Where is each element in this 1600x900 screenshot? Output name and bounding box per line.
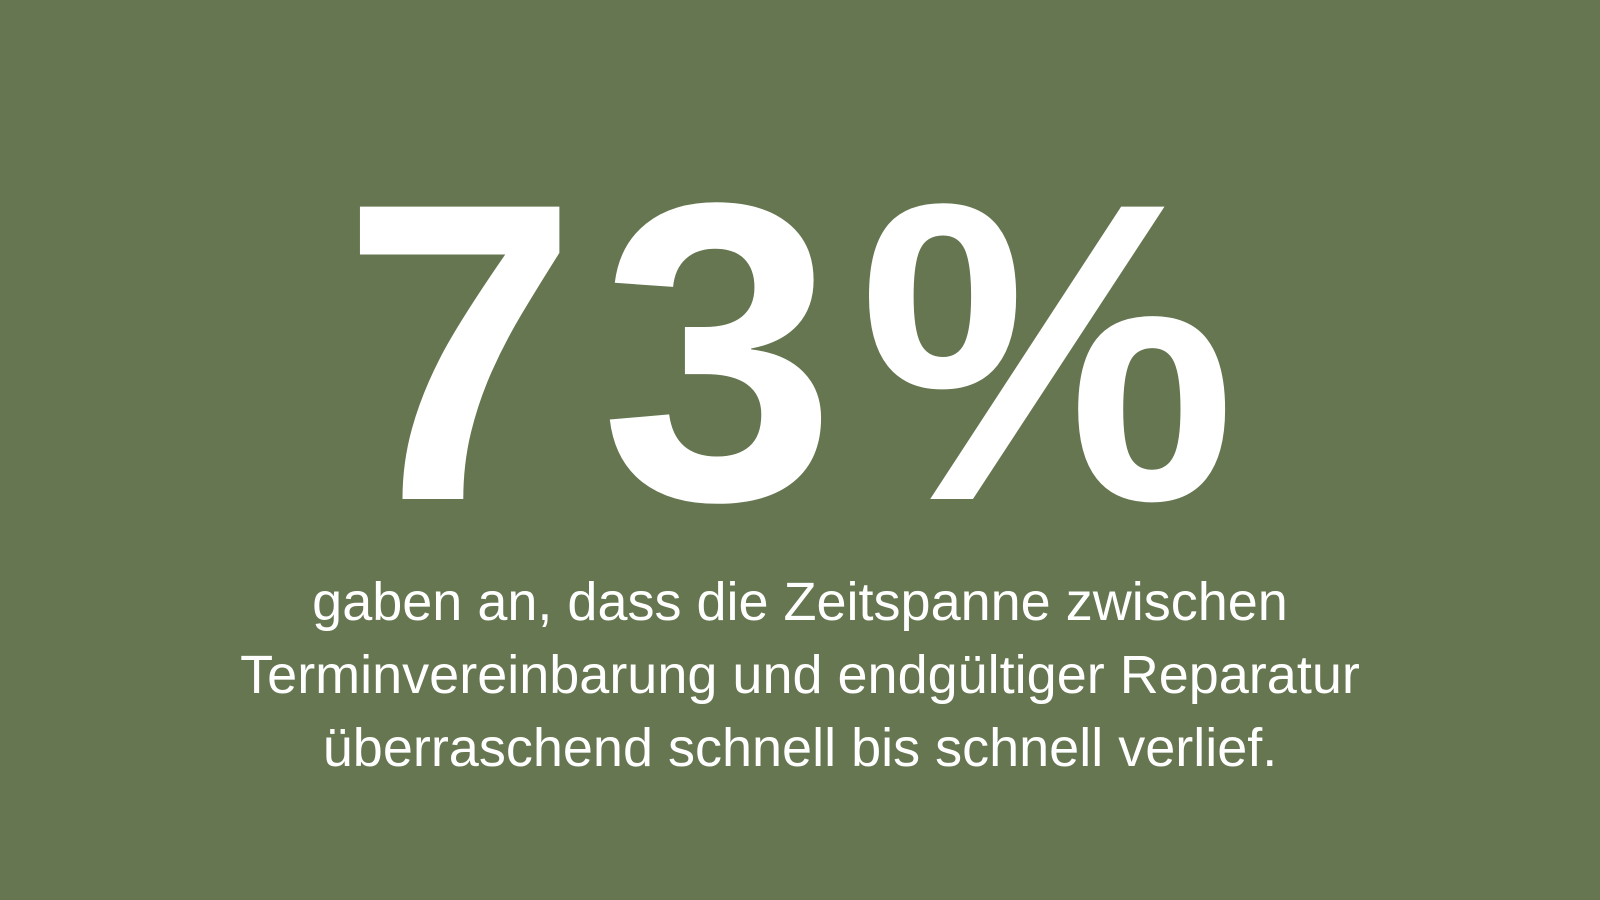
headline-percentage: 73% — [341, 115, 1259, 590]
caption-text: gaben an, dass die Zeitspanne zwischen T… — [100, 566, 1500, 785]
caption-line-2: Terminvereinbarung und endgültiger Repar… — [240, 645, 1360, 705]
caption-line-1: gaben an, dass die Zeitspanne zwischen — [312, 572, 1288, 632]
caption-line-3: überraschend schnell bis schnell verlief… — [322, 718, 1278, 778]
